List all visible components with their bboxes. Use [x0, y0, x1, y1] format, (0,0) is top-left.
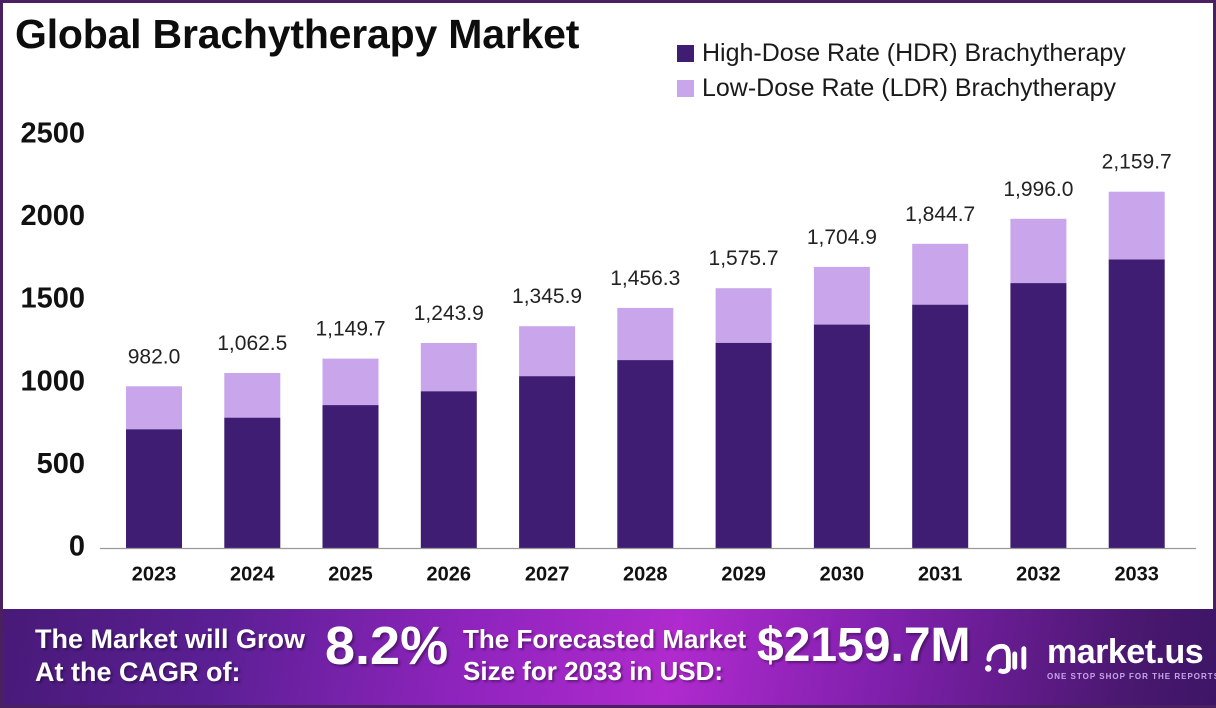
svg-text:1,575.7: 1,575.7 — [709, 247, 779, 270]
svg-text:2000: 2000 — [20, 200, 85, 232]
svg-text:2,159.7: 2,159.7 — [1102, 151, 1172, 174]
svg-text:1,704.9: 1,704.9 — [807, 226, 877, 249]
svg-text:2027: 2027 — [525, 564, 570, 586]
svg-text:2033: 2033 — [1114, 564, 1159, 586]
svg-text:500: 500 — [37, 448, 85, 480]
svg-text:2028: 2028 — [623, 564, 668, 586]
svg-text:2029: 2029 — [721, 564, 766, 586]
svg-text:0: 0 — [69, 531, 85, 563]
svg-text:1,996.0: 1,996.0 — [1003, 178, 1073, 201]
svg-text:2030: 2030 — [820, 564, 865, 586]
svg-text:2025: 2025 — [328, 564, 373, 586]
svg-text:1,149.7: 1,149.7 — [315, 318, 385, 341]
svg-text:1500: 1500 — [20, 283, 85, 315]
svg-text:982.0: 982.0 — [128, 345, 181, 368]
svg-text:2024: 2024 — [230, 564, 275, 586]
svg-text:1,062.5: 1,062.5 — [217, 332, 287, 355]
svg-text:2026: 2026 — [427, 564, 472, 586]
svg-text:2500: 2500 — [20, 118, 85, 150]
svg-text:1,345.9: 1,345.9 — [512, 285, 582, 308]
svg-text:2032: 2032 — [1016, 564, 1061, 586]
svg-text:1000: 1000 — [20, 365, 85, 397]
svg-text:1,243.9: 1,243.9 — [414, 302, 484, 325]
svg-text:1,844.7: 1,844.7 — [905, 203, 975, 226]
svg-text:2023: 2023 — [132, 564, 177, 586]
svg-text:2031: 2031 — [918, 564, 963, 586]
svg-text:1,456.3: 1,456.3 — [610, 267, 680, 290]
